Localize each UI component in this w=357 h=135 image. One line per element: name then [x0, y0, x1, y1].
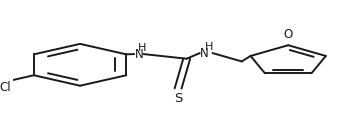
Text: H: H [205, 42, 213, 52]
Text: N: N [200, 47, 209, 60]
Text: Cl: Cl [0, 81, 11, 94]
Text: O: O [283, 28, 293, 41]
Text: H: H [137, 43, 146, 53]
Text: N: N [135, 48, 144, 61]
Text: S: S [174, 92, 182, 105]
